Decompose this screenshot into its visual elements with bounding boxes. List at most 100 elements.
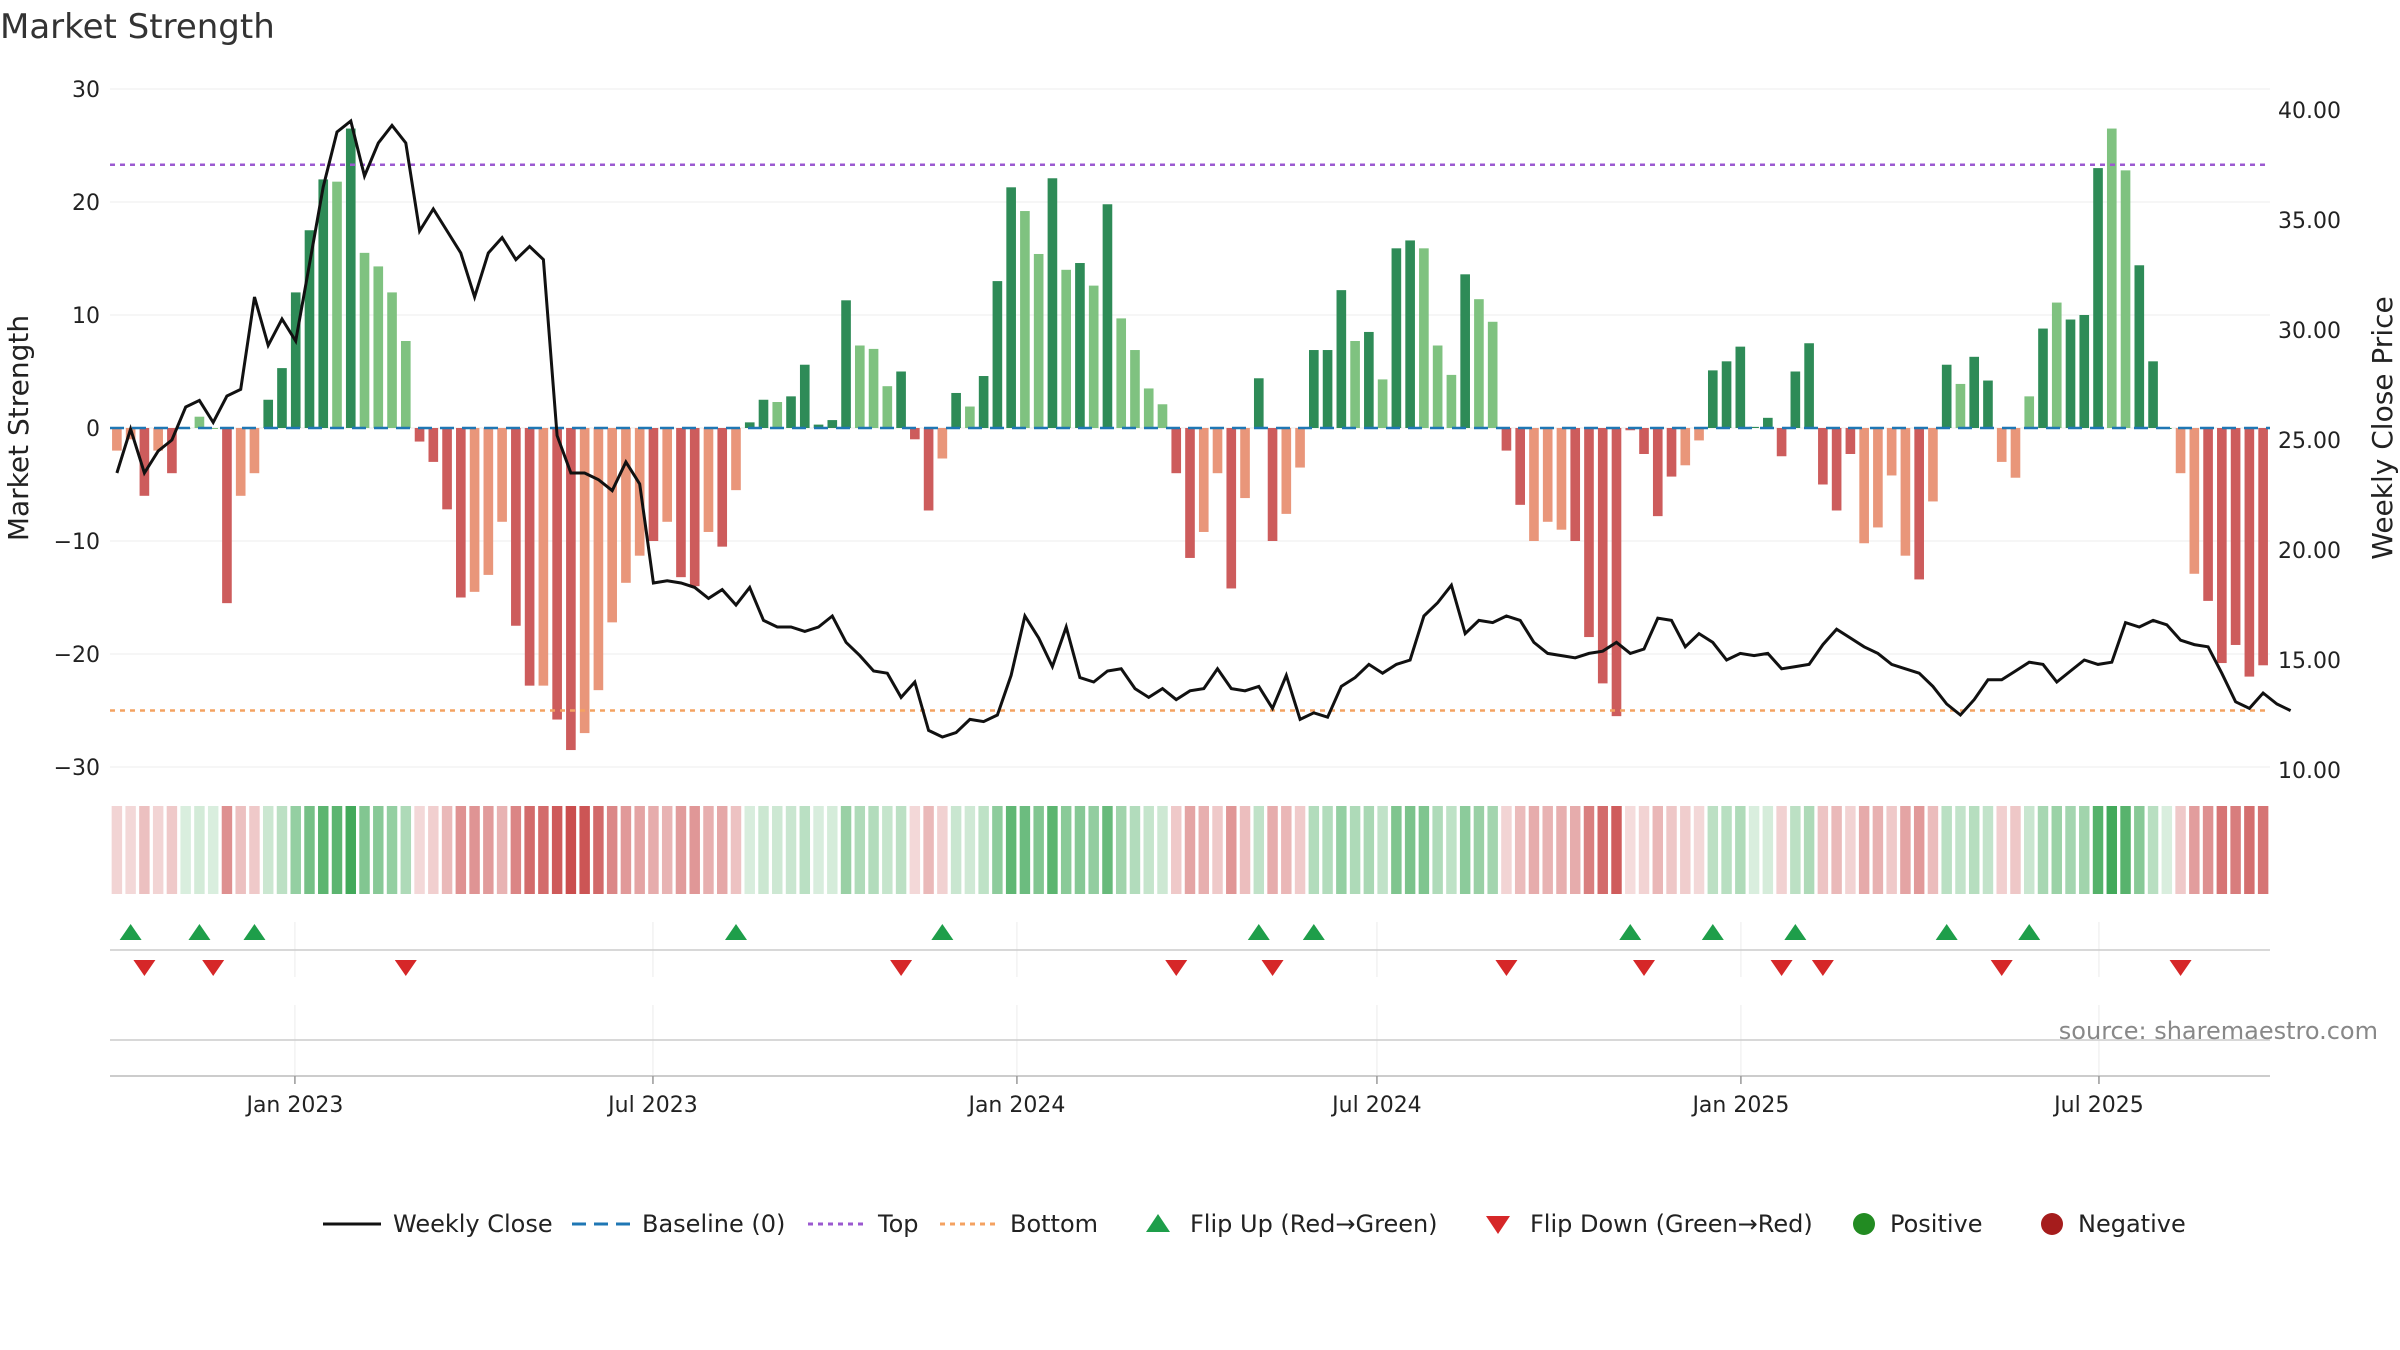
strength-bar xyxy=(1983,380,1993,428)
left-tick-label: 0 xyxy=(86,417,100,442)
heat-cell xyxy=(469,806,480,894)
heat-cell xyxy=(304,806,315,894)
heat-cell xyxy=(785,806,797,894)
strength-bar xyxy=(1886,428,1897,476)
strength-bar xyxy=(744,422,755,428)
heat-cell xyxy=(290,806,301,894)
strength-bar xyxy=(442,428,452,510)
strength-bar xyxy=(1377,379,1388,428)
source-note: source: sharemaestro.com xyxy=(2059,1017,2378,1045)
heat-cell xyxy=(909,806,921,894)
heat-cell xyxy=(772,806,783,894)
strength-bar xyxy=(854,345,865,428)
heat-cell xyxy=(1900,806,1911,894)
strength-bar xyxy=(2106,128,2117,429)
x-tick-label: Jul 2024 xyxy=(1330,1093,1422,1118)
strength-bar xyxy=(483,428,494,575)
x-tick-label: Jul 2025 xyxy=(2052,1093,2144,1118)
flip-down-marker xyxy=(1261,960,1284,976)
strength-bar xyxy=(1597,428,1608,684)
legend-weekly-close-label: Weekly Close xyxy=(393,1210,553,1238)
heat-cell xyxy=(1308,806,1320,894)
strength-bar xyxy=(1212,428,1223,474)
strength-bar xyxy=(1611,428,1622,717)
heat-cell xyxy=(1473,806,1485,894)
heat-cell xyxy=(1446,806,1457,894)
heat-cell xyxy=(579,806,590,894)
strength-bar xyxy=(112,428,122,451)
heat-cell xyxy=(675,806,687,894)
heat-cell xyxy=(703,806,714,894)
heat-cell xyxy=(1184,806,1196,894)
flip-down-marker xyxy=(1495,960,1518,976)
flip-up-marker xyxy=(724,924,747,940)
strength-bar xyxy=(139,428,150,496)
flip-up-marker xyxy=(1302,924,1325,940)
heat-cell xyxy=(2024,806,2035,894)
heat-cell xyxy=(1762,806,1774,894)
heat-cell xyxy=(1528,806,1540,894)
weekly-close-line xyxy=(115,118,2292,739)
heat-cell xyxy=(2147,806,2159,894)
strength-bar xyxy=(400,340,411,428)
strength-bar xyxy=(827,420,838,428)
heat-cell xyxy=(1418,806,1430,894)
heat-cell xyxy=(882,806,893,894)
strength-bar xyxy=(593,428,604,691)
strength-bar xyxy=(1831,428,1842,511)
x-axis: Jan 2023 Jul 2023 Jan 2024 Jul 2024 Jan 2025… xyxy=(110,1075,2270,1118)
heat-cell xyxy=(744,806,755,894)
strength-bar xyxy=(1281,428,1292,514)
right-tick-label: 10.00 xyxy=(2278,759,2341,784)
heat-cell xyxy=(1569,806,1581,894)
heat-cell xyxy=(1115,806,1127,894)
heat-cell xyxy=(1019,806,1031,894)
legend-positive-label: Positive xyxy=(1890,1210,1983,1238)
strength-bar xyxy=(992,281,1003,428)
heat-cell xyxy=(1790,806,1801,894)
strength-bar xyxy=(689,428,700,587)
heat-cell xyxy=(1074,806,1086,894)
left-tick-label: 10 xyxy=(72,304,100,329)
heat-cell xyxy=(1391,806,1402,894)
strength-bar xyxy=(1460,274,1470,428)
strength-bar xyxy=(235,428,246,496)
flip-up-marker xyxy=(1247,924,1270,940)
heat-cell xyxy=(1693,806,1705,894)
heat-cell xyxy=(510,806,522,894)
strength-bar xyxy=(937,428,948,459)
heat-cell xyxy=(1611,806,1622,894)
heat-cell xyxy=(180,806,191,894)
heat-cell xyxy=(2134,806,2145,894)
heat-cell xyxy=(2230,806,2241,894)
heat-cell xyxy=(1253,806,1265,894)
strength-bar xyxy=(1969,356,1980,428)
heat-cell xyxy=(1281,806,1292,894)
strength-bar xyxy=(786,396,796,428)
heat-cell xyxy=(978,806,989,894)
heat-cell xyxy=(717,806,728,894)
strength-bar xyxy=(868,348,879,428)
strength-bar xyxy=(318,179,329,428)
strength-bar xyxy=(332,181,342,428)
heat-cell xyxy=(538,806,549,894)
reference-lines xyxy=(110,163,2270,712)
heat-cell xyxy=(1817,806,1829,894)
strength-bar xyxy=(1542,428,1553,522)
strength-bar xyxy=(1336,290,1347,428)
strength-bar xyxy=(1267,428,1278,541)
strength-bar xyxy=(1790,371,1801,428)
heat-cell xyxy=(400,806,412,894)
heat-cell xyxy=(1542,806,1553,894)
heat-cell xyxy=(1858,806,1870,894)
strength-bar xyxy=(1157,404,1168,428)
strength-bar xyxy=(552,428,562,720)
heat-cell xyxy=(606,806,618,894)
heat-cell xyxy=(1047,806,1058,894)
flip-up-marker xyxy=(119,924,142,940)
x-tick-label: Jul 2023 xyxy=(606,1093,698,1118)
heat-cell xyxy=(1336,806,1347,894)
strength-bar xyxy=(153,428,163,451)
flip-markers xyxy=(110,922,2270,1075)
